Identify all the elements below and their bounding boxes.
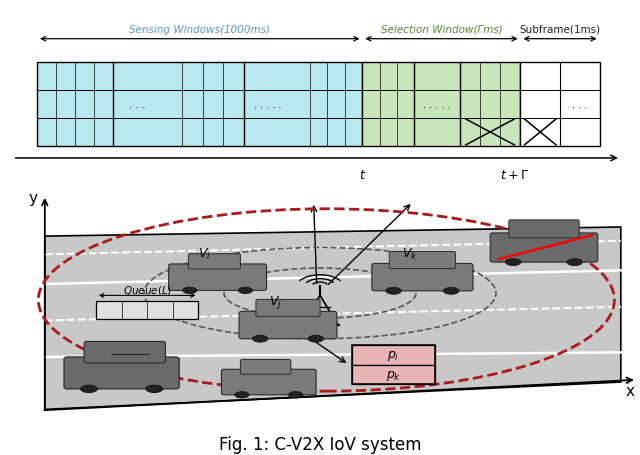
FancyBboxPatch shape — [188, 254, 241, 269]
Text: $V_i$: $V_i$ — [198, 247, 211, 262]
Ellipse shape — [238, 288, 252, 294]
Text: Queue$(L)$: Queue$(L)$ — [123, 283, 172, 297]
Ellipse shape — [253, 336, 268, 343]
FancyBboxPatch shape — [241, 360, 291, 374]
Bar — [362, 63, 520, 147]
Ellipse shape — [183, 288, 197, 294]
Text: Fig. 1: C-V2X IoV system: Fig. 1: C-V2X IoV system — [219, 435, 421, 453]
Bar — [520, 63, 600, 147]
FancyBboxPatch shape — [239, 312, 337, 339]
Bar — [96, 301, 198, 319]
Ellipse shape — [444, 288, 459, 295]
Ellipse shape — [567, 259, 582, 266]
Ellipse shape — [146, 385, 163, 393]
FancyBboxPatch shape — [84, 342, 165, 363]
Text: . . . . .: . . . . . — [255, 100, 282, 110]
Text: . . .: . . . — [129, 100, 146, 110]
Ellipse shape — [308, 336, 323, 343]
Bar — [352, 345, 435, 365]
Text: Selection Window(Γms): Selection Window(Γms) — [381, 25, 502, 35]
Bar — [37, 63, 362, 147]
Text: . . .: . . . — [572, 100, 588, 110]
Text: Subframe(1ms): Subframe(1ms) — [520, 25, 600, 35]
FancyBboxPatch shape — [221, 369, 316, 395]
Ellipse shape — [81, 385, 97, 393]
Text: $t$: $t$ — [359, 169, 366, 182]
Text: . . . . .: . . . . . — [423, 100, 451, 110]
FancyBboxPatch shape — [509, 220, 579, 238]
Ellipse shape — [289, 392, 303, 398]
Text: Sensing Windows(1000ms): Sensing Windows(1000ms) — [129, 25, 270, 35]
Text: $V_j$: $V_j$ — [269, 293, 282, 310]
Text: $p_k$: $p_k$ — [386, 368, 401, 382]
FancyBboxPatch shape — [256, 300, 320, 317]
Polygon shape — [45, 228, 621, 410]
Text: $p_i$: $p_i$ — [387, 348, 400, 362]
Text: $V_k$: $V_k$ — [402, 247, 417, 262]
Text: y: y — [29, 191, 38, 205]
FancyBboxPatch shape — [169, 264, 267, 291]
FancyBboxPatch shape — [389, 252, 456, 269]
Bar — [352, 365, 435, 384]
Text: $t+\Gamma$: $t+\Gamma$ — [500, 169, 529, 182]
FancyBboxPatch shape — [372, 264, 473, 291]
Ellipse shape — [506, 259, 521, 266]
Bar — [352, 345, 435, 384]
FancyBboxPatch shape — [64, 357, 179, 389]
Text: x: x — [626, 383, 635, 398]
FancyBboxPatch shape — [490, 233, 598, 263]
Ellipse shape — [235, 392, 249, 398]
Ellipse shape — [386, 288, 401, 295]
